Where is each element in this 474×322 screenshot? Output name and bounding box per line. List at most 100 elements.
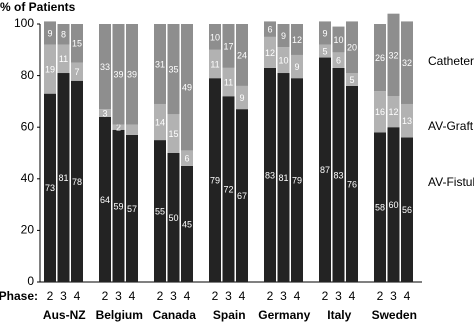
bar-segment: [319, 44, 331, 58]
value-label: 6: [184, 154, 189, 164]
legend-label: AV-Fistula: [428, 175, 474, 189]
bar-segment: [44, 44, 56, 94]
x-tick-label: 4: [349, 289, 356, 303]
value-label: 55: [155, 206, 165, 216]
value-label: 79: [210, 175, 220, 185]
x-tick-label: 4: [404, 289, 411, 303]
bar-segment: [57, 73, 70, 283]
bar-segment: [346, 73, 358, 86]
value-label: 6: [267, 25, 272, 35]
value-label: 5: [322, 46, 327, 56]
bar-segment: [44, 93, 56, 282]
group-label: Italy: [327, 308, 351, 322]
value-label: 83: [265, 170, 275, 180]
group-label: Germany: [258, 308, 310, 322]
bar-segment: [319, 21, 331, 45]
group-label: Spain: [213, 308, 246, 322]
x-tick-label: 3: [170, 289, 177, 303]
x-tick-label: 4: [294, 289, 301, 303]
bar-segment: [346, 21, 358, 74]
value-label: 81: [278, 173, 288, 183]
y-tick-label: 40: [21, 171, 35, 185]
bar-segment: [99, 109, 111, 117]
x-tick-label: 4: [184, 289, 191, 303]
bar-segment: [346, 85, 358, 282]
value-label: 32: [388, 50, 398, 60]
value-label: 5: [349, 75, 354, 85]
x-tick-label: 2: [157, 289, 164, 303]
bar-segment: [387, 96, 400, 128]
bar-segment: [167, 114, 180, 153]
value-label: 67: [237, 191, 247, 201]
bar-segment: [291, 24, 303, 55]
bar-segment: [126, 124, 138, 135]
value-label: 56: [402, 205, 412, 215]
bar-segment: [99, 24, 111, 110]
value-label: 24: [237, 50, 247, 60]
value-label: 31: [155, 59, 165, 69]
bar-segment: [154, 24, 166, 104]
value-label: 79: [292, 175, 302, 185]
bar-segment: [71, 24, 83, 63]
value-label: 32: [402, 58, 412, 68]
bar-segment: [167, 24, 180, 115]
bar-segment: [236, 24, 248, 86]
value-label: 59: [113, 201, 123, 211]
bar-segment: [112, 24, 125, 125]
value-label: 9: [294, 62, 299, 72]
value-label: 64: [100, 195, 110, 205]
bar-segment: [126, 134, 138, 282]
bar-segment: [332, 52, 345, 68]
value-label: 87: [320, 165, 330, 175]
value-label: 81: [58, 173, 68, 183]
bar-segment: [99, 116, 111, 282]
legend-label: AV-Graft: [428, 119, 474, 133]
value-label: 10: [333, 35, 343, 45]
bar-segment: [374, 91, 386, 133]
value-label: 15: [168, 129, 178, 139]
x-tick-label: 2: [102, 289, 109, 303]
x-tick-label: 3: [60, 289, 67, 303]
bar-segment: [401, 137, 413, 282]
bar-segment: [236, 85, 248, 110]
value-label: 12: [292, 35, 302, 45]
bar-segment: [112, 124, 125, 130]
value-label: 33: [100, 62, 110, 72]
bar-segment: [387, 13, 400, 97]
value-label: 10: [278, 55, 288, 65]
bar-segment: [112, 129, 125, 282]
group-label: Aus-NZ: [43, 308, 86, 322]
x-tick-label: 2: [47, 289, 54, 303]
value-label: 20: [347, 43, 357, 53]
bar-segment: [277, 24, 290, 48]
bar-segment: [222, 67, 235, 97]
group-label: Belgium: [96, 308, 143, 322]
bar-segment: [71, 80, 83, 282]
y-tick-label: 20: [21, 223, 35, 237]
x-label: Phase:: [0, 289, 38, 303]
value-label: 10: [210, 32, 220, 42]
y-tick-label: 60: [21, 119, 35, 133]
value-label: 17: [223, 41, 233, 51]
value-label: 83: [333, 170, 343, 180]
x-tick-label: 4: [129, 289, 136, 303]
x-tick-label: 2: [212, 289, 219, 303]
value-label: 19: [45, 65, 55, 75]
y-tick-label: 100: [14, 16, 34, 30]
x-tick-label: 3: [390, 289, 397, 303]
legend-label: Catheter: [428, 54, 474, 68]
value-label: 73: [45, 183, 55, 193]
value-label: 11: [210, 59, 219, 69]
bar-segment: [319, 57, 331, 282]
bar-segment: [209, 24, 221, 50]
value-label: 60: [388, 200, 398, 210]
value-label: 39: [127, 70, 137, 80]
x-tick-label: 2: [322, 289, 329, 303]
bar-segment: [222, 96, 235, 283]
bar-segment: [264, 21, 276, 37]
value-label: 76: [347, 179, 357, 189]
x-tick-label: 3: [280, 289, 287, 303]
bar-segment: [264, 36, 276, 68]
bar-segment: [57, 44, 70, 74]
value-label: 58: [375, 203, 385, 213]
